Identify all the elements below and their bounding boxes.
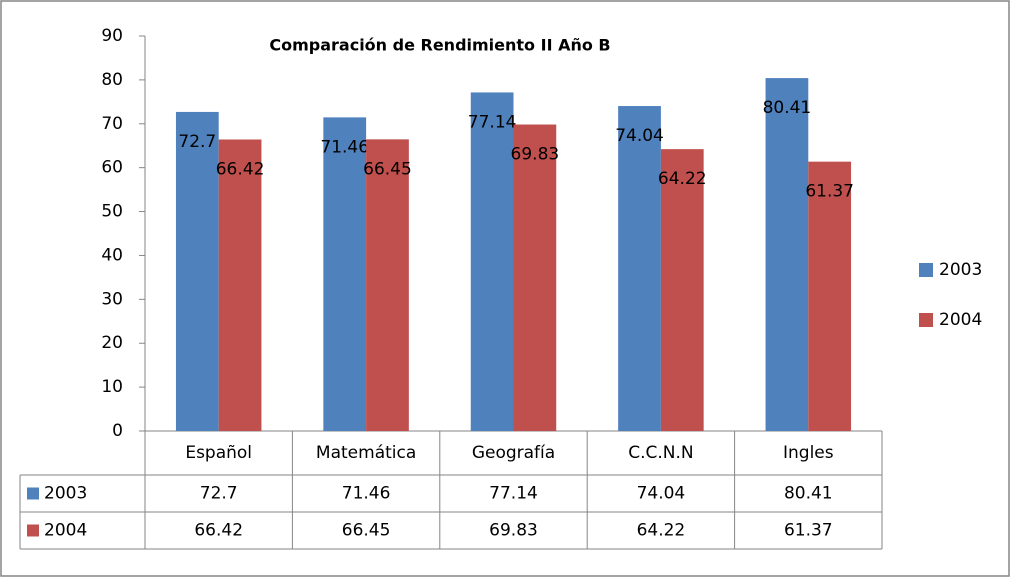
data-label: 74.04 [615, 126, 664, 146]
data-label: 66.42 [216, 159, 265, 179]
legend-key [919, 263, 933, 277]
x-tick-label: C.C.N.N [628, 443, 693, 463]
data-label: 72.7 [178, 132, 216, 152]
x-tick-label: Matemática [316, 443, 416, 463]
y-tick-label: 30 [101, 289, 123, 309]
table-row-label: 2004 [44, 521, 87, 541]
y-tick-label: 80 [101, 70, 123, 90]
legend-label: 2003 [939, 260, 982, 280]
y-tick-label: 40 [101, 245, 123, 265]
table-cell: 80.41 [784, 484, 833, 504]
legend-label: 2004 [939, 310, 982, 330]
data-label: 64.22 [658, 169, 707, 189]
y-tick-label: 0 [112, 421, 123, 441]
y-tick-label: 70 [101, 114, 123, 134]
bar [808, 161, 852, 432]
data-label: 77.14 [468, 112, 517, 132]
legend-key [919, 313, 933, 327]
chart-title: Comparación de Rendimiento II Año B [269, 36, 610, 55]
bar [175, 111, 219, 431]
y-tick-label: 20 [101, 333, 123, 353]
table-cell: 71.46 [342, 484, 391, 504]
table-cell: 64.22 [637, 521, 686, 541]
table-legend-key [27, 487, 39, 500]
bar [323, 117, 367, 432]
y-tick-label: 90 [101, 26, 123, 46]
data-label: 80.41 [763, 98, 812, 118]
x-tick-label: Español [185, 443, 252, 463]
y-tick-label: 50 [101, 202, 123, 222]
table-legend-key [27, 524, 39, 537]
data-label: 61.37 [805, 182, 854, 202]
bar [513, 124, 557, 431]
table-cell: 74.04 [637, 484, 686, 504]
x-tick-label: Ingles [783, 443, 834, 463]
data-label: 69.83 [511, 145, 560, 165]
data-label: 66.45 [363, 159, 412, 179]
table-cell: 77.14 [489, 484, 538, 504]
bar [765, 78, 809, 431]
bar [366, 139, 409, 431]
x-tick-label: Geografía [472, 443, 555, 463]
y-tick-label: 10 [101, 377, 123, 397]
table-cell: 69.83 [489, 521, 538, 541]
data-label: 71.46 [320, 137, 369, 157]
bar [218, 139, 262, 432]
table-cell: 66.42 [194, 521, 243, 541]
bar [660, 149, 704, 431]
table-cell: 72.7 [200, 484, 238, 504]
bar [470, 92, 514, 432]
bar [618, 106, 661, 432]
y-tick-label: 60 [101, 158, 123, 178]
table-cell: 61.37 [784, 521, 833, 541]
table-cell: 66.45 [342, 521, 391, 541]
table-row-label: 2003 [44, 484, 87, 504]
